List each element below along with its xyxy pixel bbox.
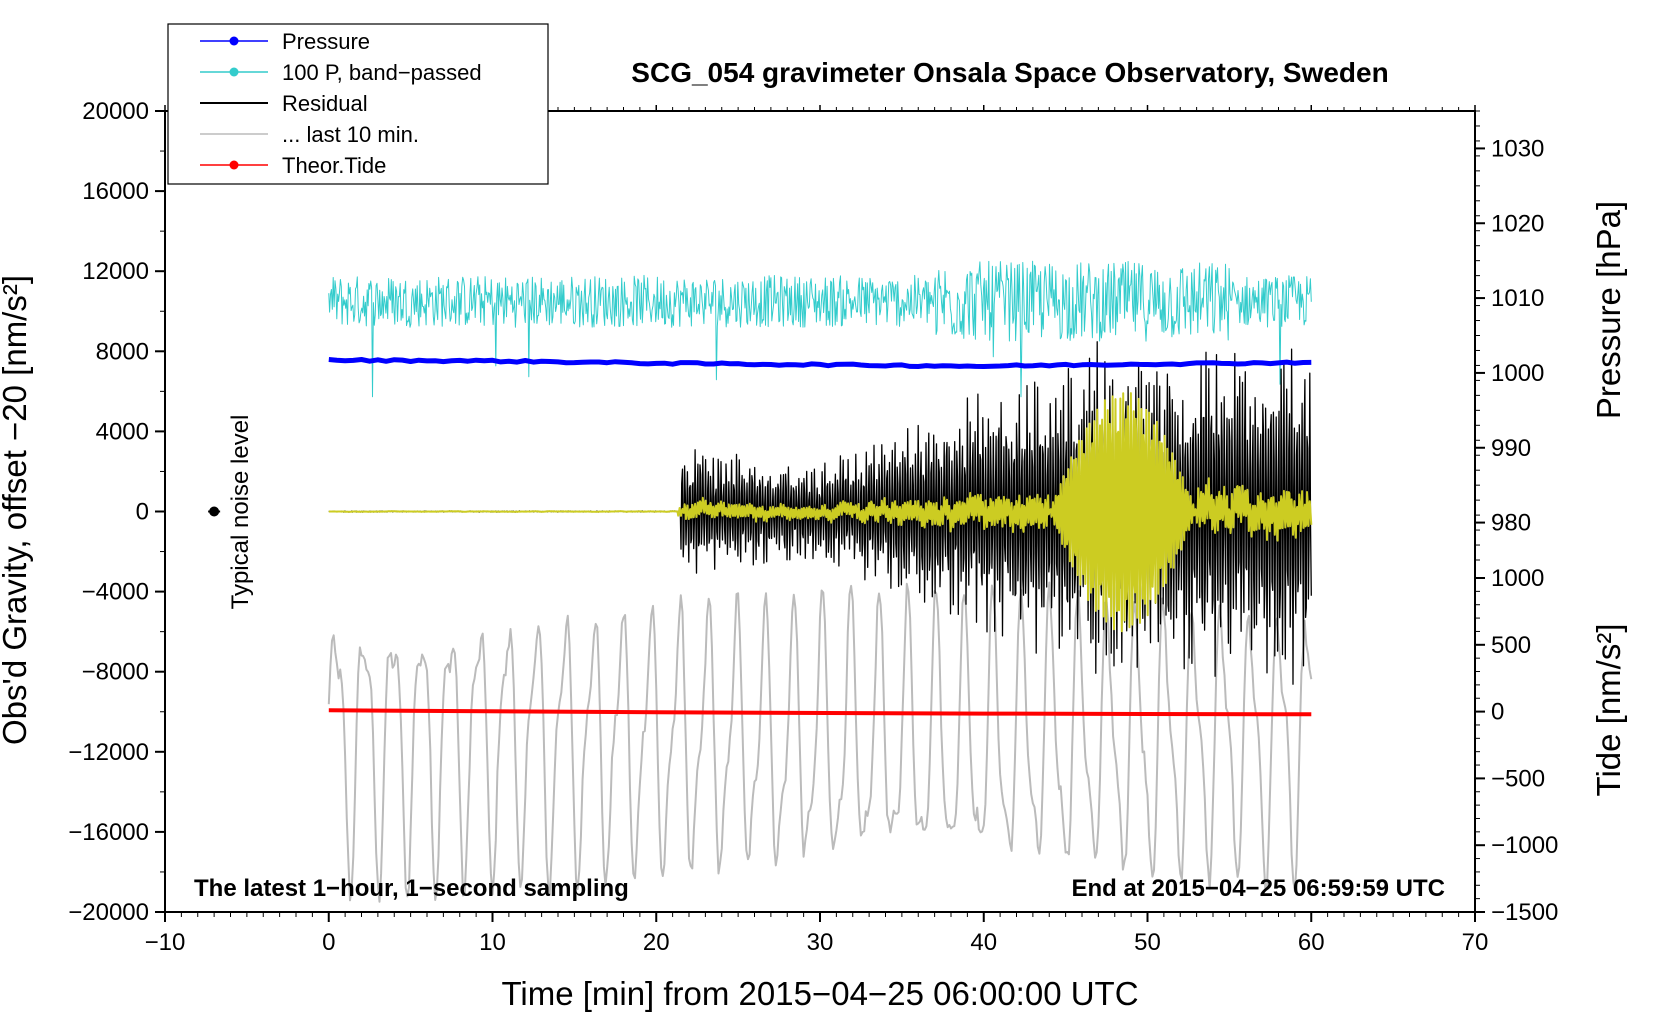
x-tick-label: 20: [643, 929, 670, 956]
noise-level-label: Typical noise level: [227, 415, 254, 610]
y-tick-label-left: −12000: [68, 739, 149, 766]
y-tick-label-pressure: 990: [1491, 435, 1531, 462]
legend-swatch-marker: [229, 36, 239, 46]
legend: Pressure 100 P, band−passed Residual ... la…: [167, 23, 549, 185]
legend-box: [167, 23, 549, 185]
legend-label: 100 P, band−passed: [282, 60, 482, 85]
series-pressure-bandpassed: [328, 260, 1312, 398]
x-tick-label: 70: [1462, 929, 1489, 956]
y-tick-label-left: −4000: [82, 579, 149, 606]
noise-level-marker: [209, 506, 220, 517]
y-axis-title-pressure: Pressure [hPa]: [1590, 201, 1627, 419]
y-tick-label-left: 20000: [82, 98, 149, 125]
legend-label: ... last 10 min.: [282, 122, 419, 147]
y-axis-title-tide: Tide [nm/s²]: [1590, 624, 1627, 797]
series-theoretical-tide: [328, 708, 1312, 717]
y-tick-label-left: −8000: [82, 659, 149, 686]
legend-swatch-marker: [229, 67, 239, 77]
series-residual-smoothed: [328, 392, 1313, 633]
y-tick-label-left: 4000: [96, 418, 149, 445]
x-axis-title: Time [min] from 2015−04−25 06:00:00 UTC: [501, 975, 1138, 1012]
legend-label: Theor.Tide: [282, 153, 386, 178]
x-tick-label: 0: [322, 929, 335, 956]
y-tick-label-tide: −1500: [1491, 899, 1558, 926]
x-tick-label: 50: [1134, 929, 1161, 956]
y-tick-label-tide: 0: [1491, 699, 1504, 726]
legend-swatch-marker: [229, 160, 239, 170]
y-tick-label-pressure: 1020: [1491, 210, 1544, 237]
y-axis-title-left: Obs'd Gravity, offset −20 [nm/s²]: [0, 275, 33, 745]
chart-title: SCG_054 gravimeter Onsala Space Observat…: [631, 57, 1388, 88]
series-layer: [208, 260, 1313, 903]
axes-layer: −10 0 10 20 30 40 50 60 702000016000120008000400…: [68, 98, 1558, 956]
y-tick-label-pressure: 1030: [1491, 135, 1544, 162]
y-tick-label-left: 12000: [82, 258, 149, 285]
y-tick-label-pressure: 1000: [1491, 360, 1544, 387]
y-tick-label-left: 16000: [82, 178, 149, 205]
y-tick-label-tide: −1000: [1491, 832, 1558, 859]
x-tick-label: 40: [970, 929, 997, 956]
y-tick-label-left: 0: [136, 499, 149, 526]
y-tick-label-left: −20000: [68, 899, 149, 926]
series-last-10-min: [327, 581, 1313, 903]
x-tick-label: 10: [479, 929, 506, 956]
y-tick-label-left: 8000: [96, 338, 149, 365]
y-tick-label-pressure: 1010: [1491, 285, 1544, 312]
legend-label: Pressure: [282, 29, 370, 54]
x-tick-label: 60: [1298, 929, 1325, 956]
y-tick-label-tide: −500: [1491, 765, 1545, 792]
legend-label: Residual: [282, 91, 368, 116]
y-tick-label-pressure: 980: [1491, 510, 1531, 537]
y-tick-label-left: −16000: [68, 819, 149, 846]
x-tick-label: −10: [145, 929, 186, 956]
y-tick-label-tide: 500: [1491, 632, 1531, 659]
x-tick-label: 30: [807, 929, 834, 956]
series-pressure: [328, 357, 1312, 369]
annotation-end-time: End at 2015−04−25 06:59:59 UTC: [1071, 875, 1445, 902]
y-tick-label-tide: 1000: [1491, 565, 1544, 592]
annotation-sampling: The latest 1−hour, 1−second sampling: [194, 875, 629, 902]
